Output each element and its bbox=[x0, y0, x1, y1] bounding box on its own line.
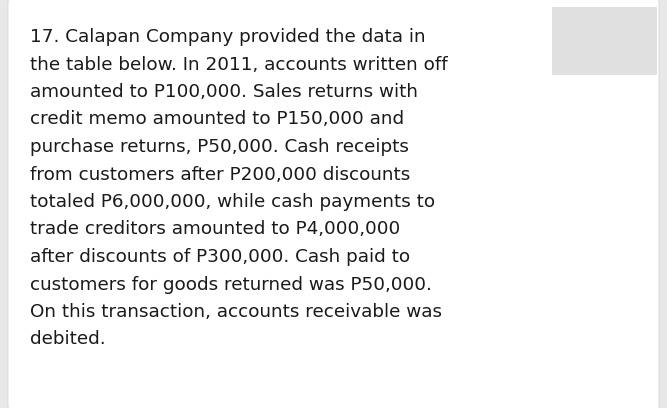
Text: totaled P6,000,000, while cash payments to: totaled P6,000,000, while cash payments … bbox=[30, 193, 435, 211]
FancyBboxPatch shape bbox=[552, 7, 657, 75]
Text: trade creditors amounted to P4,000,000: trade creditors amounted to P4,000,000 bbox=[30, 220, 400, 239]
Text: On this transaction, accounts receivable was: On this transaction, accounts receivable… bbox=[30, 303, 442, 321]
Text: customers for goods returned was P50,000.: customers for goods returned was P50,000… bbox=[30, 275, 432, 293]
Text: purchase returns, P50,000. Cash receipts: purchase returns, P50,000. Cash receipts bbox=[30, 138, 409, 156]
Text: debited.: debited. bbox=[30, 330, 105, 348]
Text: amounted to P100,000. Sales returns with: amounted to P100,000. Sales returns with bbox=[30, 83, 418, 101]
Text: credit memo amounted to P150,000 and: credit memo amounted to P150,000 and bbox=[30, 111, 404, 129]
Text: from customers after P200,000 discounts: from customers after P200,000 discounts bbox=[30, 166, 410, 184]
Text: after discounts of P300,000. Cash paid to: after discounts of P300,000. Cash paid t… bbox=[30, 248, 410, 266]
FancyBboxPatch shape bbox=[8, 0, 659, 408]
Text: the table below. In 2011, accounts written off: the table below. In 2011, accounts writt… bbox=[30, 55, 448, 73]
Text: 17. Calapan Company provided the data in: 17. Calapan Company provided the data in bbox=[30, 28, 426, 46]
